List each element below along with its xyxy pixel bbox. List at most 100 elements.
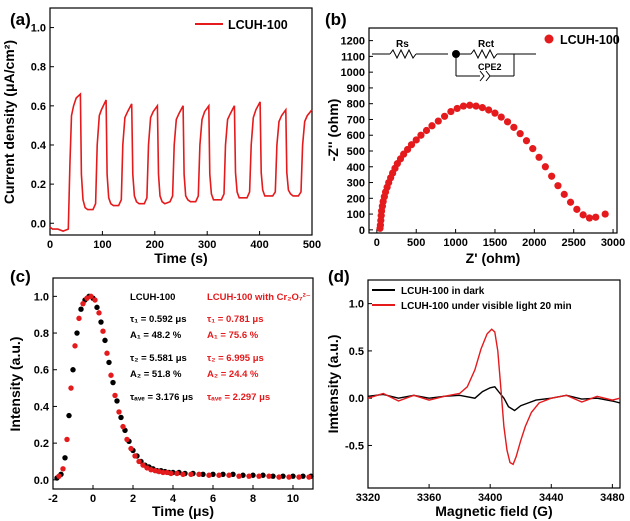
- x-tick-label: 400: [250, 239, 268, 251]
- y-tick-label: 0.6: [31, 101, 46, 113]
- y-tick-label: 1200: [341, 36, 365, 48]
- data-point-lcuh-cr: [96, 310, 102, 316]
- data-point-lcuh-cr: [226, 472, 232, 478]
- data-point-lcuh: [118, 414, 124, 421]
- annotation-right-line: τ₂ = 6.995 μs: [207, 353, 264, 364]
- data-point: [478, 104, 486, 112]
- x-tick-label: 500: [303, 239, 321, 251]
- y-tick-label: 0.5: [349, 346, 364, 358]
- panel-b-label: (b): [325, 10, 347, 29]
- x-tick-label: 3360: [417, 492, 441, 504]
- annotation-left-line: τₐᵥₑ = 3.176 μs: [130, 392, 193, 403]
- data-point: [592, 213, 600, 221]
- data-point-lcuh: [98, 319, 104, 325]
- data-point: [412, 136, 420, 144]
- data-point: [472, 102, 480, 110]
- x-tick-label: 2: [130, 493, 136, 505]
- panel-d-label: (d): [328, 267, 350, 286]
- panel-a-series-line: [49, 92, 313, 232]
- data-point-lcuh-cr: [306, 474, 312, 480]
- x-tick-label: 100: [93, 239, 111, 251]
- data-point-lcuh-cr: [276, 474, 282, 480]
- data-point-lcuh-cr: [76, 315, 82, 322]
- x-tick-label: 1000: [443, 237, 467, 249]
- y-tick-label: 0: [359, 225, 365, 237]
- y-tick-label: 200: [347, 193, 365, 205]
- data-point-lcuh: [66, 412, 72, 419]
- x-axis-label: Z' (ohm): [466, 250, 521, 266]
- data-point-lcuh-cr: [112, 392, 118, 399]
- circuit-label-cpe2: CPE2: [478, 62, 502, 72]
- data-point-lcuh-cr: [296, 474, 302, 480]
- data-point: [601, 210, 609, 218]
- data-point-lcuh-cr: [64, 436, 70, 443]
- data-point-lcuh-cr: [188, 471, 194, 478]
- data-point-lcuh-cr: [80, 300, 86, 307]
- annotation-left-title: LCUH-100: [130, 292, 175, 303]
- annotation-right-line: τₐᵥₑ = 2.297 μs: [207, 392, 270, 403]
- panel-b-frame: [368, 27, 618, 234]
- data-point: [510, 123, 518, 131]
- data-point-lcuh: [62, 455, 68, 461]
- x-tick-label: 3440: [539, 492, 563, 504]
- data-point: [491, 109, 499, 117]
- data-point-lcuh: [78, 306, 84, 312]
- panel-c-ticks: -2 0 2 4 6 8 10 0.0 0.2 0.4 0.6 0.8 1.0: [34, 291, 299, 505]
- data-point: [422, 126, 431, 135]
- y-tick-label: 600: [347, 130, 365, 142]
- annotation-right-line: τ₁ = 0.781 μs: [207, 314, 264, 325]
- data-point-lcuh-cr: [132, 453, 138, 459]
- circuit-label-rs: Rs: [396, 39, 409, 50]
- y-tick-label: 700: [347, 114, 365, 126]
- data-point: [400, 150, 408, 158]
- data-point-lcuh-cr: [72, 343, 78, 349]
- legend-marker: [544, 34, 554, 44]
- panel-b: (b) 0 500 1000 1500 2000 2500 3000 0 100 200 300 40…: [325, 10, 625, 266]
- data-point-lcuh-cr: [246, 473, 252, 479]
- data-point-lcuh: [102, 337, 108, 344]
- equivalent-circuit: [372, 48, 536, 82]
- data-point-lcuh-cr: [104, 350, 110, 356]
- legend-label: LCUH-100: [228, 18, 288, 32]
- x-tick-label: 1500: [483, 237, 507, 249]
- x-tick-label: 3320: [356, 492, 380, 504]
- annotation-left-line: A₂ = 51.8 %: [130, 369, 182, 380]
- data-point-lcuh-cr: [88, 293, 94, 300]
- data-point: [579, 211, 587, 219]
- y-tick-label: 300: [347, 178, 365, 190]
- panel-a-label: (a): [10, 10, 31, 29]
- y-tick-label: 1.0: [349, 299, 364, 311]
- x-tick-label: 0: [90, 493, 96, 505]
- data-point-lcuh: [114, 398, 120, 404]
- data-point: [522, 137, 531, 145]
- circuit-label-rct: Rct: [478, 39, 495, 50]
- data-point-lcuh: [74, 330, 80, 336]
- data-point: [548, 172, 556, 180]
- data-point-lcuh: [110, 379, 116, 386]
- y-axis-label: Current density (μA/cm²): [1, 40, 17, 204]
- x-tick-label: 200: [146, 239, 164, 251]
- data-point-lcuh-cr: [168, 470, 174, 477]
- data-point-lcuh-cr: [236, 473, 242, 479]
- data-point-lcuh-cr: [124, 436, 130, 443]
- data-point: [417, 131, 425, 139]
- data-point: [434, 117, 442, 125]
- x-tick-label: 10: [287, 493, 299, 505]
- panel-b-ticks: 0 500 1000 1500 2000 2500 3000 0 100 200 300 400 500…: [341, 36, 626, 249]
- y-tick-label: 0.8: [34, 328, 49, 340]
- y-tick-label: 1.0: [34, 291, 49, 303]
- data-point-lcuh-cr: [174, 470, 180, 477]
- legend-label: LCUH-100 under visible light 20 min: [401, 301, 572, 312]
- data-point-lcuh-cr: [56, 473, 62, 479]
- data-point-lcuh-cr: [180, 471, 186, 478]
- panel-a-frame: [49, 7, 313, 236]
- annotation-left-line: τ₂ = 5.581 μs: [130, 353, 187, 364]
- y-tick-label: 800: [347, 99, 365, 111]
- data-point: [459, 102, 468, 110]
- y-tick-label: 1100: [341, 51, 365, 63]
- data-point-lcuh-cr: [128, 445, 134, 452]
- data-point: [503, 118, 512, 126]
- annotation-right: LCUH-100 with Cr₂O₇²⁻ τ₁ = 0.781 μs A₁ =…: [207, 292, 311, 403]
- y-tick-label: 0.0: [349, 393, 364, 405]
